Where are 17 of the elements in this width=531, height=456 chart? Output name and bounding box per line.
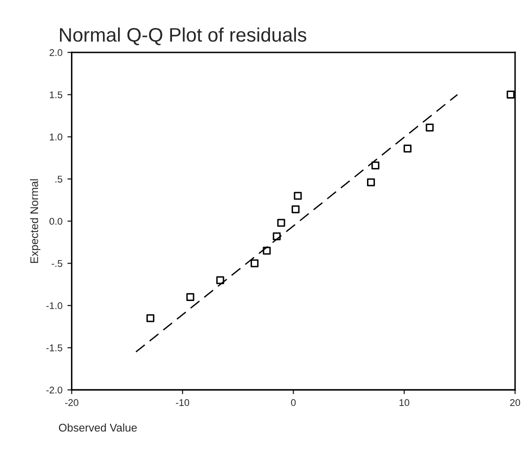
y-tick-label: -2.0 [46, 386, 62, 394]
chart-title: Normal Q-Q Plot of residuals [60, 27, 306, 46]
x-tick-label: -20 [65, 399, 78, 406]
x-tick-label: -10 [176, 399, 190, 406]
y-tick-label: -.5 [52, 260, 62, 267]
y-tick-label: -1.0 [46, 302, 62, 310]
y-axis-title: Expected Normal [30, 179, 40, 263]
y-tick-label: 2.0 [50, 49, 62, 56]
y-tick-label: -1.5 [46, 344, 62, 352]
y-tick-label: 0.0 [50, 218, 62, 225]
x-tick-label: 0 [291, 399, 296, 406]
x-tick-label: 20 [510, 399, 520, 406]
y-tick-label: 1.5 [50, 91, 62, 98]
x-tick-label: 10 [400, 399, 410, 406]
x-axis-title: Observed Value [58, 423, 137, 432]
y-tick-label: 1.0 [50, 134, 62, 140]
y-tick-label: .5 [55, 176, 62, 183]
